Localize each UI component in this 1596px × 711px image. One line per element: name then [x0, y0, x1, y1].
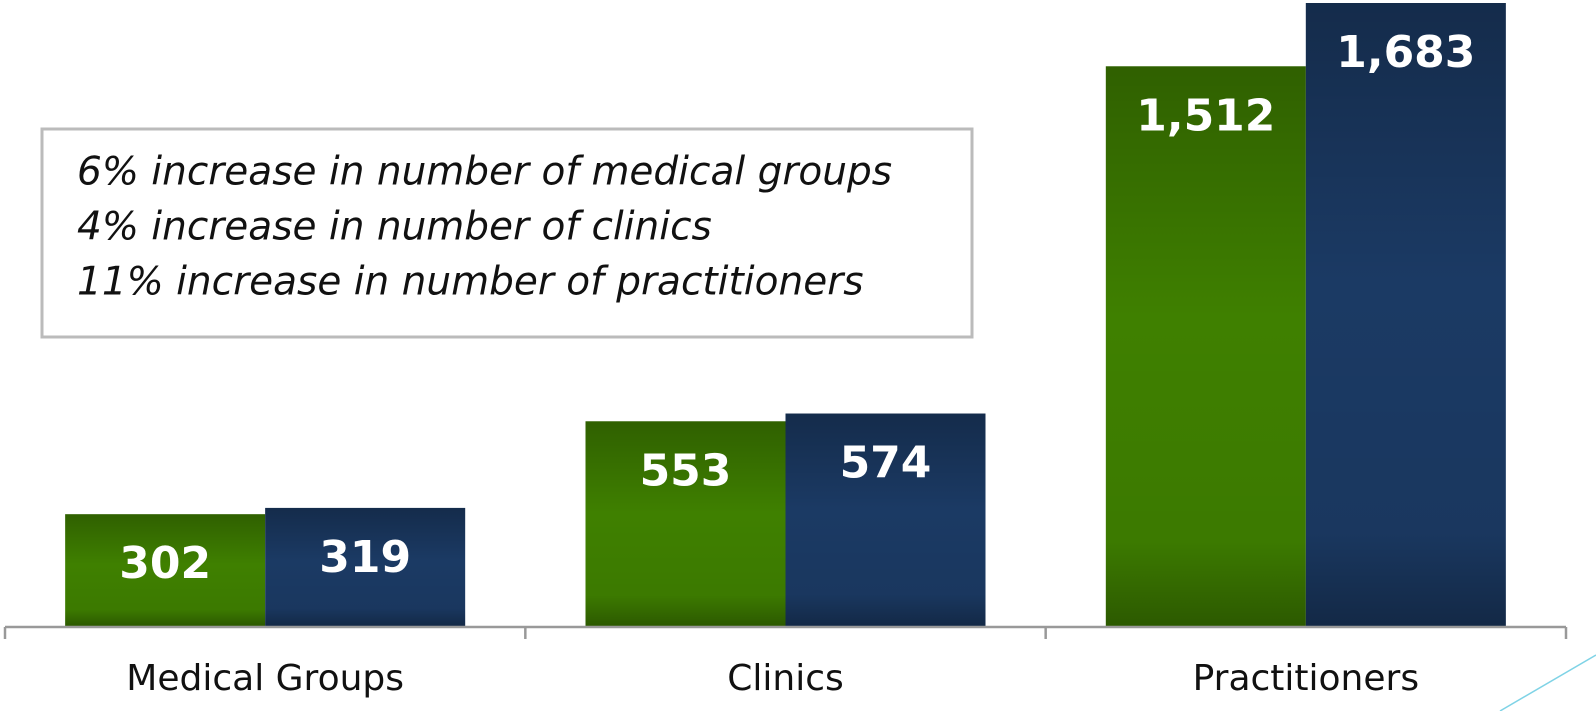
value-label: 1,512 [1136, 90, 1275, 141]
bar-shade [1305, 3, 1506, 626]
value-label: 574 [840, 438, 932, 489]
value-label: 319 [319, 532, 411, 583]
value-label: 1,683 [1336, 27, 1475, 78]
value-label: 553 [640, 445, 732, 496]
bar-shade [785, 413, 986, 626]
value-label: 302 [119, 538, 211, 589]
x-tick-label: Clinics [727, 658, 844, 699]
decoration [1499, 654, 1596, 711]
annotation-box [40, 127, 974, 339]
bar-shade [585, 421, 786, 626]
bar-shade [265, 507, 466, 626]
annotation: 4% increase in number of clinics [77, 205, 712, 250]
bar-shade [1105, 66, 1306, 627]
x-tick-label: Medical Groups [126, 658, 404, 699]
x-tick-label: Practitioners [1193, 658, 1420, 699]
annotation: 11% increase in number of practitioners [77, 260, 864, 305]
bar-shade [65, 514, 266, 626]
annotation: 6% increase in number of medical groups [77, 150, 892, 195]
